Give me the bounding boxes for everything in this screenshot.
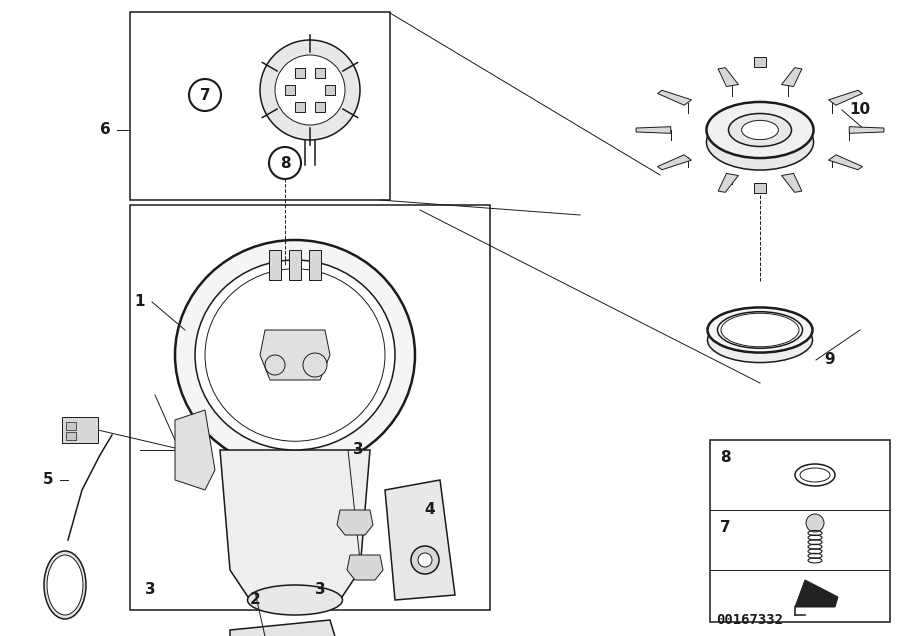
Ellipse shape <box>706 114 814 170</box>
Bar <box>710 440 890 622</box>
Bar <box>754 183 766 193</box>
Bar <box>295 67 305 78</box>
Bar <box>754 57 766 67</box>
Polygon shape <box>781 174 802 192</box>
Circle shape <box>265 355 285 375</box>
Text: 00167332: 00167332 <box>716 613 784 627</box>
Bar <box>130 12 390 200</box>
Ellipse shape <box>707 317 813 363</box>
Text: 1: 1 <box>135 294 145 310</box>
Polygon shape <box>829 90 862 105</box>
Polygon shape <box>175 410 215 490</box>
Bar <box>62 417 98 443</box>
Text: 5: 5 <box>42 473 53 488</box>
Ellipse shape <box>205 269 385 441</box>
Ellipse shape <box>707 307 813 352</box>
Ellipse shape <box>795 464 835 486</box>
Bar <box>130 205 490 610</box>
Polygon shape <box>260 330 330 380</box>
Text: 6: 6 <box>100 123 111 137</box>
Polygon shape <box>385 480 455 600</box>
Ellipse shape <box>47 555 83 615</box>
Text: 9: 9 <box>824 352 835 368</box>
Polygon shape <box>718 67 738 86</box>
Text: 3: 3 <box>315 583 325 597</box>
Ellipse shape <box>706 102 814 158</box>
Polygon shape <box>636 127 670 134</box>
Bar <box>315 67 325 78</box>
Ellipse shape <box>742 120 778 140</box>
Polygon shape <box>658 90 691 105</box>
Circle shape <box>411 546 439 574</box>
Text: 8: 8 <box>280 155 291 170</box>
Text: 3: 3 <box>353 443 364 457</box>
Circle shape <box>303 353 327 377</box>
Polygon shape <box>658 155 691 170</box>
Polygon shape <box>230 620 345 636</box>
Circle shape <box>418 553 432 567</box>
Bar <box>309 250 321 280</box>
Text: 8: 8 <box>720 450 730 466</box>
Text: 7: 7 <box>200 88 211 102</box>
Circle shape <box>806 514 824 532</box>
Circle shape <box>260 40 360 140</box>
Polygon shape <box>850 127 884 134</box>
Text: 3: 3 <box>145 583 156 597</box>
Circle shape <box>275 55 345 125</box>
Circle shape <box>189 79 221 111</box>
Polygon shape <box>829 155 862 170</box>
Ellipse shape <box>728 113 791 146</box>
Polygon shape <box>795 580 838 607</box>
Text: 7: 7 <box>720 520 730 536</box>
Ellipse shape <box>721 314 799 347</box>
Ellipse shape <box>175 240 415 470</box>
Text: 2: 2 <box>249 593 260 607</box>
Bar <box>295 102 305 113</box>
Polygon shape <box>347 555 383 580</box>
Bar <box>285 85 295 95</box>
Polygon shape <box>781 67 802 86</box>
Ellipse shape <box>195 260 395 450</box>
Ellipse shape <box>44 551 86 619</box>
Text: 4: 4 <box>425 502 436 518</box>
Bar <box>66 422 76 430</box>
Circle shape <box>269 147 301 179</box>
Polygon shape <box>718 174 738 192</box>
Bar <box>66 432 76 440</box>
Polygon shape <box>220 450 370 600</box>
Ellipse shape <box>717 312 803 349</box>
Ellipse shape <box>248 585 343 615</box>
Bar <box>315 102 325 113</box>
Polygon shape <box>337 510 373 535</box>
Bar <box>269 250 281 280</box>
Bar <box>325 85 335 95</box>
Ellipse shape <box>800 468 830 482</box>
Bar <box>289 250 301 280</box>
Text: 10: 10 <box>850 102 870 118</box>
